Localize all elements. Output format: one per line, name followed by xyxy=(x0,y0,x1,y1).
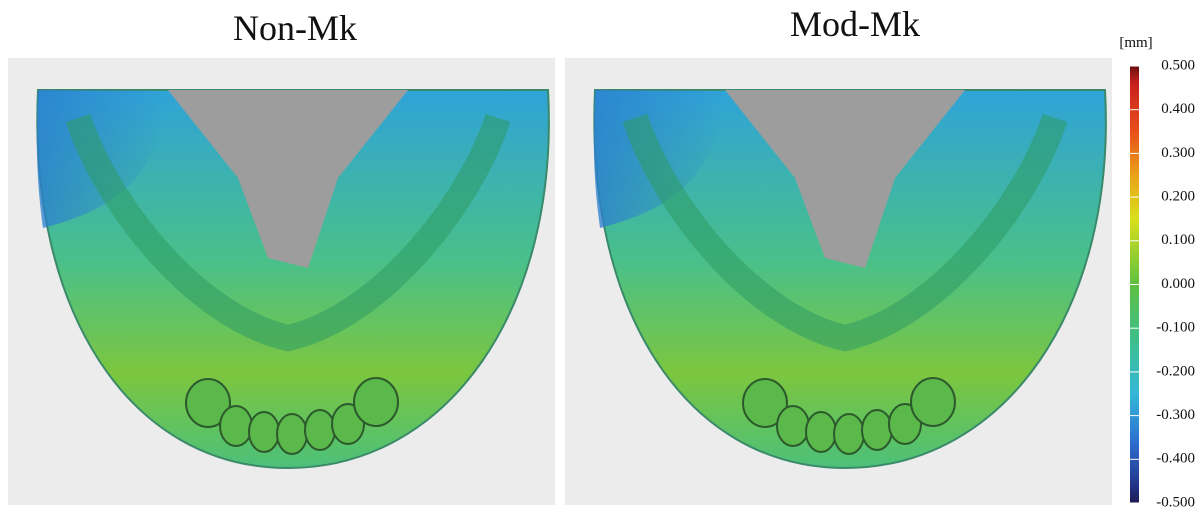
colorbar-tick-label: 0.200 xyxy=(1161,189,1195,205)
colorbar-tick-label: -0.200 xyxy=(1156,363,1195,379)
deviation-map xyxy=(565,58,1112,505)
colorbar-tick-label: 0.000 xyxy=(1161,276,1195,292)
colorbar-tick-label: 0.400 xyxy=(1161,101,1195,117)
colorbar: 0.500 0.400 0.300 0.200 0.100 0.000 -0.100 -0.2… xyxy=(1128,57,1195,510)
colorbar-tick-label: -0.100 xyxy=(1156,320,1195,336)
panel-title: Mod-Mk xyxy=(790,4,920,44)
figure: Non-Mk Mod-Mk [mm] 0.5000.4000.3000.2000… xyxy=(0,0,1197,513)
panel-title: Non-Mk xyxy=(233,8,357,48)
colorbar-tick-label: -0.300 xyxy=(1156,407,1195,423)
colorbar-tick-label: 0.300 xyxy=(1161,145,1195,161)
colorbar-tick-label: -0.400 xyxy=(1156,451,1195,467)
deviation-map xyxy=(8,58,555,505)
colorbar-unit: [mm] xyxy=(1119,35,1152,51)
colorbar-tick-label: 0.500 xyxy=(1161,57,1195,73)
colorbar-tick-label: 0.100 xyxy=(1161,232,1195,248)
colorbar-tick-label: -0.500 xyxy=(1156,494,1195,510)
